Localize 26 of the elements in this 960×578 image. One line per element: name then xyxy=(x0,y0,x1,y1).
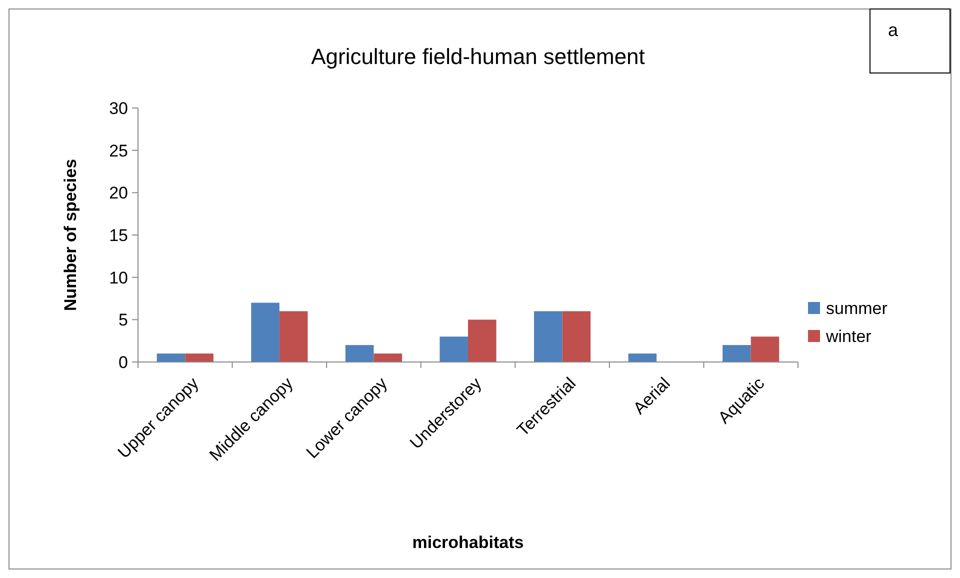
y-tick-label: 30 xyxy=(109,98,128,118)
legend-label: summer xyxy=(826,298,888,318)
legend-label: winter xyxy=(825,326,872,346)
y-tick-label: 15 xyxy=(109,226,128,245)
bar xyxy=(345,345,374,362)
bar xyxy=(185,354,214,362)
x-axis-title: microhabitats xyxy=(412,533,524,552)
y-tick-label: 0 xyxy=(118,352,128,372)
bar xyxy=(534,311,562,362)
bar xyxy=(562,311,591,362)
y-tick-label: 5 xyxy=(118,310,128,330)
y-tick-label: 20 xyxy=(109,184,128,203)
bar xyxy=(440,336,468,362)
chart-title: Agriculture field-human settlement xyxy=(311,44,645,69)
y-tick-label: 10 xyxy=(109,268,128,288)
bar xyxy=(750,336,780,362)
bar xyxy=(156,354,186,362)
y-tick-label: 25 xyxy=(109,141,128,160)
y-axis-title: Number of species xyxy=(61,158,80,312)
bar xyxy=(722,345,751,362)
text: a xyxy=(888,20,899,40)
bar xyxy=(279,311,308,362)
bar xyxy=(468,320,496,362)
bar xyxy=(251,302,280,362)
bar xyxy=(374,354,402,362)
bar xyxy=(628,354,657,362)
